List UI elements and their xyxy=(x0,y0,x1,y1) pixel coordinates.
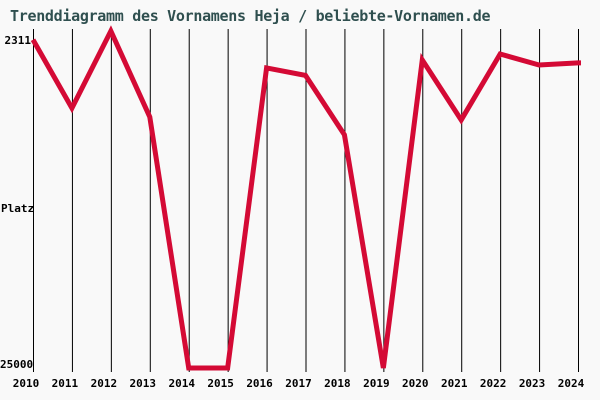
y-axis-bottom-tick: 25000 xyxy=(0,358,34,371)
x-tick-label-2024: 2024 xyxy=(557,377,585,390)
x-tick-label-2015: 2015 xyxy=(207,377,234,390)
x-tick-label-2017: 2017 xyxy=(285,377,312,390)
x-tick-label-2010: 2010 xyxy=(12,377,40,390)
x-tick-label-2020: 2020 xyxy=(402,377,429,390)
x-tick-label-2021: 2021 xyxy=(440,377,468,390)
x-tick-label-2013: 2013 xyxy=(129,377,157,390)
x-tick-label-2022: 2022 xyxy=(479,377,507,390)
x-tick-label-2014: 2014 xyxy=(168,377,195,390)
chart-title: Trenddiagramm des Vornamens Heja / belie… xyxy=(10,7,491,25)
x-tick-label-2019: 2019 xyxy=(363,377,390,390)
x-tick-label-2016: 2016 xyxy=(246,377,273,390)
trend-line xyxy=(30,25,581,371)
x-tick-label-2012: 2012 xyxy=(90,377,118,390)
x-tick-label-2023: 2023 xyxy=(518,377,546,390)
x-tick-label-2011: 2011 xyxy=(51,377,79,390)
y-axis-title: Platz xyxy=(1,202,35,215)
y-axis-top-tick: 2311 xyxy=(4,34,32,47)
x-tick-label-2018: 2018 xyxy=(324,377,351,390)
